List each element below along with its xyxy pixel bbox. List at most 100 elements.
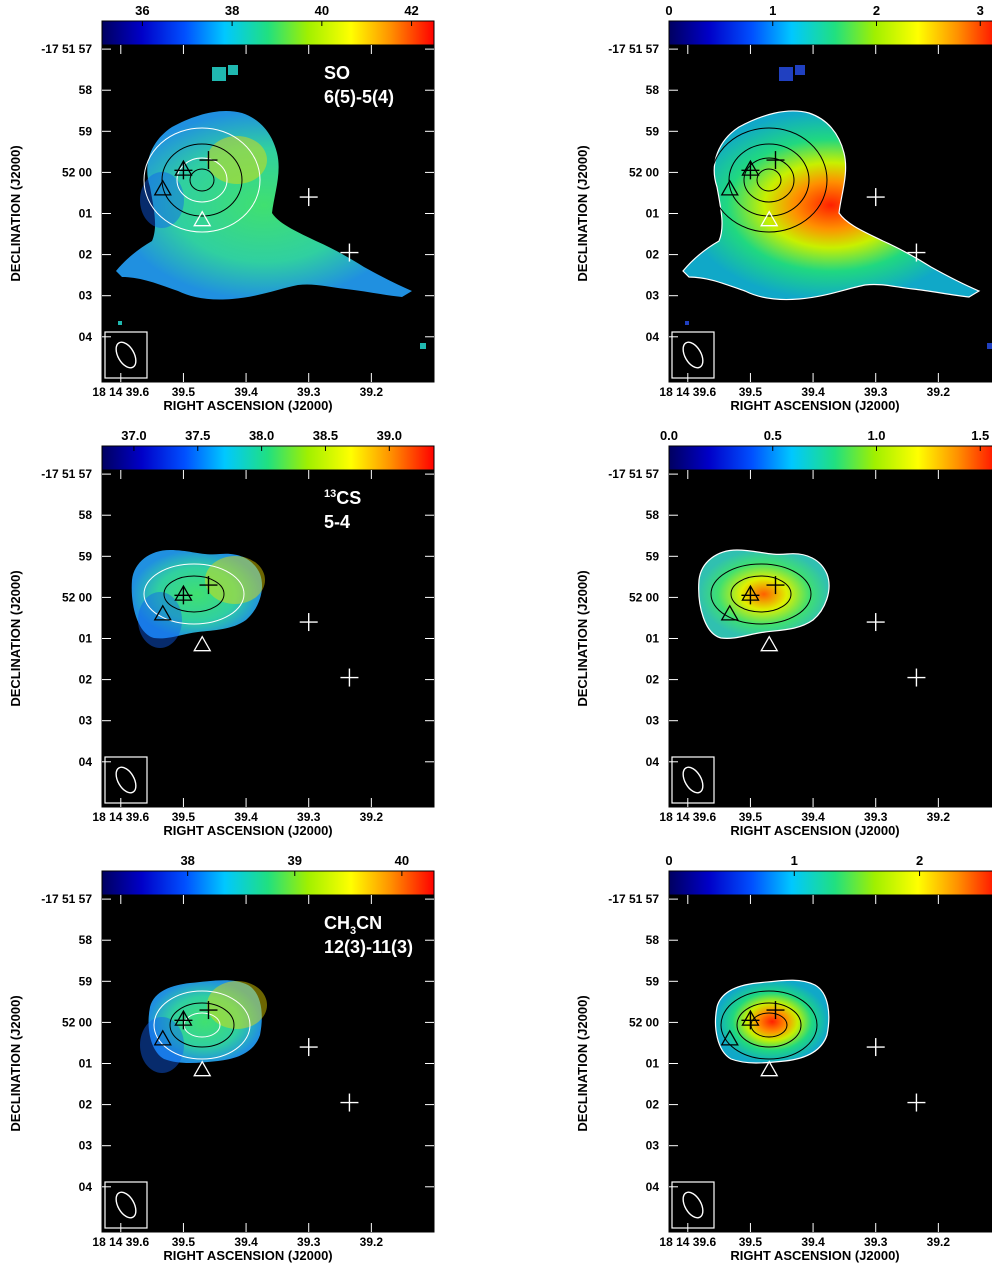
ra-tick-label: 39.5 — [739, 385, 763, 399]
dec-tick-label: 01 — [79, 207, 93, 221]
contour — [169, 1002, 235, 1048]
dec-tick-label: -17 51 57 — [608, 892, 659, 906]
panel-1: 36 38 40 42 18 14 39.6 39.5 39.4 39.3 39.2 -17 51… — [8, 3, 435, 413]
dec-tick-label: 02 — [646, 1098, 660, 1112]
colorbar-tick-label: 1.5 — [971, 428, 989, 443]
emission-spot — [228, 65, 238, 75]
triangle-marker — [760, 210, 779, 227]
beam-ellipse — [682, 341, 704, 369]
dec-tick-label: 01 — [646, 207, 660, 221]
dec-tick-label: -17 51 57 — [608, 467, 659, 481]
ra-tick-label: 39.2 — [927, 385, 951, 399]
dec-tick-label: 58 — [79, 83, 93, 97]
colorbar-tick-label: 36 — [135, 3, 149, 18]
x-axis-label: RIGHT ASCENSION (J2000) — [730, 398, 899, 413]
ra-tick-label: 39.2 — [360, 1235, 384, 1249]
dec-tick-label: 04 — [646, 1180, 660, 1194]
ra-tick-label: 39.5 — [172, 1235, 196, 1249]
velocity-patch — [205, 556, 265, 604]
panel-4: 0.0 0.5 1.0 1.5 18 14 39.6 39.5 39.4 39.3 39.2 -1… — [575, 428, 992, 838]
colorbar-tick-label: 0 — [665, 3, 672, 18]
dec-tick-label: 58 — [646, 83, 660, 97]
ra-tick-label: 39.4 — [801, 385, 825, 399]
contour — [176, 157, 228, 203]
ra-tick-label: 39.3 — [297, 385, 321, 399]
contour — [728, 143, 810, 217]
molecule-label: SO — [324, 63, 350, 83]
beam-ellipse — [682, 766, 704, 794]
emission-region — [698, 549, 830, 639]
ra-tick-label: 39.4 — [801, 1235, 825, 1249]
beam-box — [104, 1181, 148, 1229]
contour — [161, 143, 243, 217]
dec-tick-label: -17 51 57 — [41, 467, 92, 481]
contour — [143, 127, 261, 233]
emission-map — [714, 979, 830, 1064]
emission-region — [116, 110, 412, 300]
y-axis-label: DECLINATION (J2000) — [8, 995, 23, 1131]
dec-tick-label: 58 — [646, 508, 660, 522]
dec-tick-label: 59 — [79, 549, 93, 563]
colorbar-tick-label: 37.5 — [185, 428, 210, 443]
beam-box — [671, 1181, 715, 1229]
emission-spot — [779, 67, 793, 81]
emission-map — [116, 65, 426, 349]
triangle-marker — [193, 210, 212, 227]
triangle-marker — [741, 1009, 760, 1026]
ra-tick-label: 39.2 — [360, 385, 384, 399]
image-frame — [101, 894, 435, 1233]
y-axis-label: DECLINATION (J2000) — [575, 145, 590, 281]
ra-tick-label: 39.3 — [864, 1235, 888, 1249]
ra-tick-label: 39.5 — [739, 810, 763, 824]
contour — [163, 575, 225, 613]
ra-tick-label: 39.5 — [739, 1235, 763, 1249]
panel-5: 38 39 40 18 14 39.6 39.5 39.4 39.3 39.2 -17 51 5… — [8, 853, 435, 1263]
beam-ellipse — [115, 1191, 137, 1219]
ra-tick-label: 39.5 — [172, 385, 196, 399]
emission-spot — [987, 343, 992, 349]
triangle-marker — [153, 179, 172, 196]
dec-tick-label: 03 — [79, 1139, 93, 1153]
contour — [736, 1002, 802, 1048]
colorbar-tick-label: 38 — [225, 3, 239, 18]
colorbar-tick-label: 38.0 — [249, 428, 274, 443]
y-axis-label: DECLINATION (J2000) — [575, 995, 590, 1131]
panel-3: 37.0 37.5 38.0 38.5 39.0 18 14 39.6 39.5 39.4 39… — [8, 428, 435, 838]
ra-tick-label: 39.2 — [927, 1235, 951, 1249]
contour — [730, 575, 792, 613]
dec-tick-label: 01 — [79, 632, 93, 646]
dec-tick-label: 52 00 — [62, 1015, 92, 1029]
triangle-marker — [760, 635, 779, 652]
beam-box — [671, 756, 715, 804]
colorbar-tick-label: 2 — [916, 853, 923, 868]
ra-tick-label: 39.4 — [234, 1235, 258, 1249]
triangle-marker — [174, 584, 193, 601]
ra-tick-label: 39.4 — [234, 385, 258, 399]
ra-tick-label: 39.5 — [172, 810, 196, 824]
emission-spot — [118, 321, 122, 325]
dec-tick-label: 02 — [79, 1098, 93, 1112]
ra-tick-label: 39.4 — [234, 810, 258, 824]
velocity-patch — [140, 172, 184, 228]
colorbar — [668, 870, 992, 896]
dec-tick-label: 52 00 — [629, 590, 659, 604]
colorbar-tick-label: 42 — [404, 3, 418, 18]
triangle-marker — [720, 1029, 739, 1046]
dec-tick-label: 03 — [646, 714, 660, 728]
triangle-marker — [760, 1060, 779, 1077]
molecule-label: CH3CN — [324, 913, 382, 937]
molecule-label: 13CS — [324, 488, 361, 508]
colorbar-tick-label: 39.0 — [377, 428, 402, 443]
dec-tick-label: 58 — [646, 933, 660, 947]
dec-tick-label: 59 — [79, 124, 93, 138]
emission-map — [682, 65, 992, 349]
ra-tick-label: 39.3 — [297, 1235, 321, 1249]
dec-tick-label: 52 00 — [62, 590, 92, 604]
dec-tick-label: 01 — [79, 1057, 93, 1071]
dec-tick-label: 02 — [646, 248, 660, 262]
colorbar — [668, 20, 992, 46]
emission-region — [131, 550, 263, 639]
colorbar-tick-label: 2 — [873, 3, 880, 18]
dec-tick-label: 04 — [79, 1180, 93, 1194]
